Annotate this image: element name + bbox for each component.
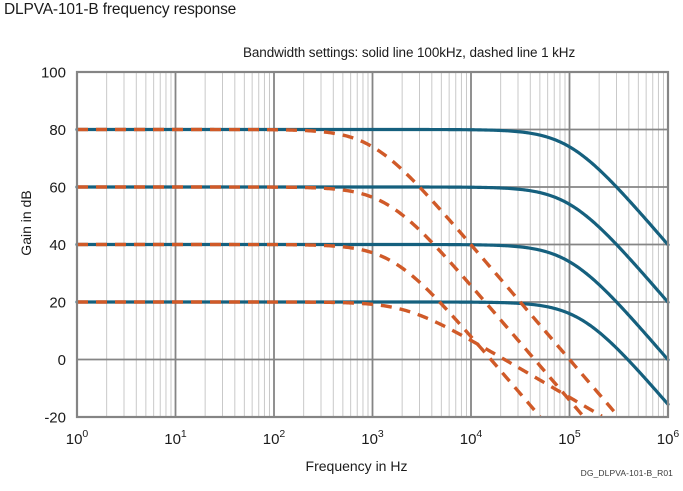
tick-labels: -20 0 20 40 60 80 100 100 101 102 103 104 105 106 [41,65,679,449]
x-tick-label: 101 [164,428,187,448]
dashed-curve-80db [76,127,621,419]
x-tick-label: 100 [66,428,89,448]
document-code-watermark: DG_DLPVA-101-B_R01 [580,468,673,478]
y-tick-label: 80 [49,122,66,139]
dashed-curve-60db [76,185,585,418]
x-tick-label: 102 [263,428,286,448]
y-tick-label: 100 [41,65,66,82]
x-tick-label: 104 [460,428,483,448]
y-axis-label: Gain in dB [18,190,34,256]
plot-frame [75,70,670,419]
chart-subtitle: Bandwidth settings: solid line 100kHz, d… [243,45,576,60]
x-tick-label: 105 [558,428,581,448]
x-axis-label-text: Frequency in Hz [305,458,408,474]
y-tick-label: 40 [49,237,66,254]
data-curves [75,127,670,419]
dashed-curve-40db [76,242,542,418]
y-tick-label: 0 [58,352,66,369]
x-tick-label: 106 [657,428,680,448]
x-axis-label: Frequency in Hz [0,458,683,474]
page-title: DLPVA-101-B frequency response [4,1,237,18]
x-tick-label: 103 [361,428,384,448]
y-tick-label: -20 [44,410,66,427]
axes-frame [75,70,670,419]
y-tick-label: 60 [49,180,66,197]
y-tick-label: 20 [49,295,66,312]
